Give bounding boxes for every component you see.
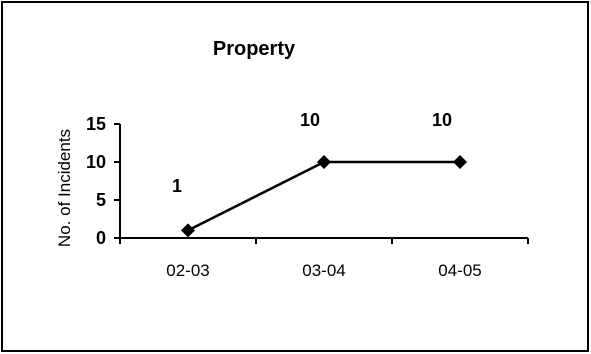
data-label: 1 (172, 176, 182, 196)
data-point-marker (317, 155, 331, 169)
data-point-marker (181, 223, 195, 238)
x-tick-label: 03-04 (302, 261, 345, 280)
x-tick-label: 02-03 (166, 261, 209, 280)
data-label: 10 (432, 110, 452, 130)
y-tick-label: 0 (96, 228, 106, 248)
y-tick-label: 10 (86, 152, 106, 172)
axes: 0 5 10 15 02-03 03-04 04-05 (86, 114, 529, 280)
series (181, 155, 467, 238)
labels: 1 10 10 (172, 110, 452, 196)
data-label: 10 (300, 110, 320, 130)
y-axis-label: No. of Incidents (55, 129, 74, 247)
y-tick-label: 15 (86, 114, 106, 134)
x-tick-label: 04-05 (438, 261, 481, 280)
chart-title: Property (213, 38, 296, 60)
y-tick-label: 5 (96, 190, 106, 210)
data-point-marker (453, 155, 467, 169)
